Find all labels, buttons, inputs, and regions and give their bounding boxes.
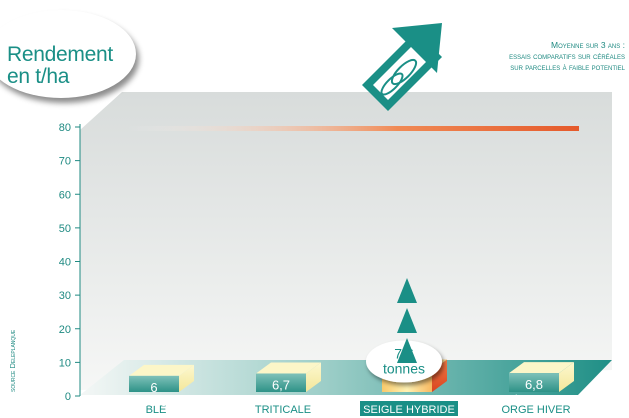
source-label: source Deleplanque bbox=[8, 329, 17, 392]
category-highlight-box bbox=[360, 401, 458, 416]
bar-top-face bbox=[256, 362, 321, 374]
chart-title: Rendement en t/ha bbox=[7, 44, 113, 88]
note-line-1: Moyenne sur 3 ans : bbox=[551, 40, 625, 50]
bar-top-face bbox=[509, 362, 574, 374]
y-tick-label: 50 bbox=[59, 223, 71, 235]
up-arrow-icon bbox=[397, 278, 417, 303]
note-line-3: sur parcelles à faible potentiel bbox=[510, 62, 625, 72]
bar-side-face bbox=[432, 359, 447, 392]
title-badge bbox=[0, 10, 136, 98]
data-label-unit: tonnes bbox=[134, 394, 174, 409]
bar-side-face bbox=[179, 364, 194, 392]
x-tick-label: BLE bbox=[146, 404, 167, 416]
data-label-unit: tonnes bbox=[261, 391, 301, 406]
chart-note: Moyenne sur 3 ans : essais comparatifs s… bbox=[509, 40, 625, 73]
x-tick-label: ORGE HIVER bbox=[501, 404, 570, 416]
y-tick-label: 40 bbox=[59, 257, 71, 269]
data-label-value: 6 bbox=[150, 380, 157, 395]
note-line-2: essais comparatifs sur céréales bbox=[509, 51, 625, 61]
bar-front-face bbox=[129, 375, 179, 392]
logo-emblem bbox=[362, 23, 442, 111]
y-tick-label: 80 bbox=[59, 122, 71, 134]
y-tick-label: 10 bbox=[59, 357, 71, 369]
bar-top-face bbox=[129, 364, 194, 376]
chart-floor bbox=[80, 360, 612, 395]
up-arrow-icon bbox=[397, 308, 417, 333]
up-arrow-icon bbox=[397, 338, 417, 363]
x-tick-label: TRITICALE bbox=[255, 404, 311, 416]
y-tick-label: 70 bbox=[59, 156, 71, 168]
data-label-unit: tonnes bbox=[383, 360, 425, 376]
reference-band bbox=[125, 126, 579, 131]
title-line-2: en t/ha bbox=[7, 65, 70, 88]
x-tick-label: SEIGLE HYBRIDE bbox=[363, 404, 455, 416]
y-tick-label: 30 bbox=[59, 290, 71, 302]
title-line-1: Rendement bbox=[7, 43, 113, 66]
chart-back-panel bbox=[80, 92, 612, 390]
data-label-unit: tonnes bbox=[514, 391, 554, 406]
data-label-value: 6,8 bbox=[525, 377, 543, 392]
y-tick-label: 20 bbox=[59, 324, 71, 336]
bar-front-face bbox=[256, 373, 306, 392]
y-tick-label: 0 bbox=[65, 391, 71, 403]
data-label-value: 6,7 bbox=[272, 377, 290, 392]
bar-side-face bbox=[306, 362, 321, 392]
bar-side-face bbox=[559, 362, 574, 392]
y-tick-label: 60 bbox=[59, 189, 71, 201]
bar-front-face bbox=[509, 373, 559, 392]
